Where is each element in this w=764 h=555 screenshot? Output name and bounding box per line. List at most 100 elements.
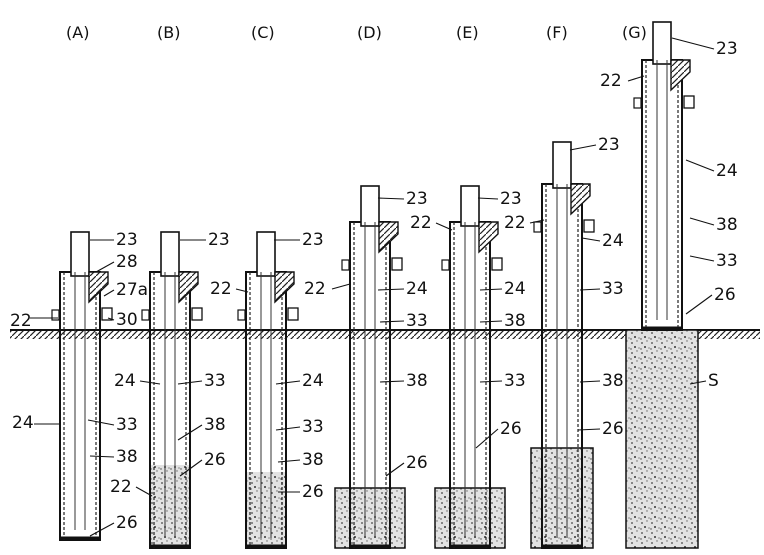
ref-24-b: 24 <box>114 371 136 391</box>
leader-line <box>95 261 115 273</box>
ref-26-a: 26 <box>116 513 138 533</box>
ref-33-g: 33 <box>716 251 738 271</box>
leader-line <box>671 37 715 50</box>
leader-line <box>179 459 203 477</box>
soil-fill <box>246 472 286 548</box>
ref-23-f: 23 <box>598 135 620 155</box>
side-lug <box>633 97 642 109</box>
pile-assembly-e <box>434 185 506 549</box>
soil-column <box>625 329 699 549</box>
side-lug <box>441 259 450 271</box>
panel-label-b: (B) <box>157 23 180 42</box>
ref-23-a: 23 <box>116 230 138 250</box>
ref-23-d: 23 <box>406 189 428 209</box>
leader-line <box>89 522 115 537</box>
ref-38-f: 38 <box>602 371 624 391</box>
leader-line <box>379 380 405 383</box>
clamp <box>683 95 695 109</box>
leader-line <box>235 288 249 293</box>
inner-pipe <box>652 21 672 65</box>
panel-label-c: (C) <box>251 23 275 42</box>
inner-pipe <box>160 231 180 277</box>
leader-line <box>579 288 601 291</box>
head-bracket <box>670 59 691 92</box>
head-bracket <box>378 221 399 254</box>
ref-33-c: 33 <box>302 417 324 437</box>
panel-label-a: (A) <box>66 23 89 42</box>
reference-labels: 23 28 27a 30 22 24 33 38 26 23 24 33 38 … <box>10 39 738 533</box>
panel-label-e: (E) <box>456 23 479 42</box>
ref-33-a: 33 <box>116 415 138 435</box>
ref-38-g: 38 <box>716 215 738 235</box>
ref-30-a: 30 <box>116 310 138 330</box>
ref-22-f: 22 <box>504 213 526 233</box>
ref-26-e: 26 <box>500 419 522 439</box>
ref-22-a: 22 <box>10 311 32 331</box>
leader-line <box>627 75 645 82</box>
leader-line <box>479 288 503 291</box>
leader-line <box>477 197 499 200</box>
ref-26-f: 26 <box>602 419 624 439</box>
leader-line <box>139 380 161 385</box>
side-lug <box>237 309 246 321</box>
ref-24-f: 24 <box>602 231 624 251</box>
panel-label-d: (D) <box>357 23 382 42</box>
leader-line <box>479 320 503 323</box>
head-bracket <box>478 221 499 254</box>
ref-23-e: 23 <box>500 189 522 209</box>
leader-line <box>385 462 405 477</box>
pile-assembly-c <box>237 231 299 549</box>
ref-33-b: 33 <box>204 371 226 391</box>
leader-line <box>435 222 453 231</box>
panel-labels: (A) (B) (C) (D) (E) (F) (G) <box>66 23 647 42</box>
inner-pipe <box>360 185 380 227</box>
ref-s-g: S <box>708 371 719 391</box>
ref-27a-a: 27a <box>116 280 148 300</box>
leader-line <box>685 294 713 315</box>
leader-line <box>577 428 601 431</box>
leader-line <box>581 237 601 242</box>
leader-line <box>379 320 405 323</box>
ref-38-d: 38 <box>406 371 428 391</box>
leader-lines <box>30 37 715 537</box>
leader-line <box>479 380 503 383</box>
soil-block <box>334 487 406 549</box>
clamp <box>391 257 403 271</box>
ref-33-f: 33 <box>602 279 624 299</box>
clamp <box>101 307 113 321</box>
ref-23-c: 23 <box>302 230 324 250</box>
leader-line <box>331 283 351 290</box>
ref-24-e: 24 <box>504 279 526 299</box>
leader-line <box>529 219 545 224</box>
leader-line <box>277 459 301 463</box>
head-bracket <box>274 271 295 304</box>
ref-24-a: 24 <box>12 413 34 433</box>
leader-line <box>275 426 301 431</box>
leader-line <box>107 317 115 321</box>
leader-line <box>103 289 115 297</box>
leader-line <box>377 288 405 291</box>
pile-assembly-a <box>51 231 113 541</box>
leader-line <box>689 380 707 385</box>
inner-pipe <box>460 185 480 227</box>
ref-38-c: 38 <box>302 450 324 470</box>
pile-assembly-b <box>141 231 203 549</box>
ref-26-g: 26 <box>714 285 736 305</box>
casing <box>641 59 683 331</box>
leader-line <box>177 424 203 441</box>
leader-line <box>135 486 153 497</box>
leader-line <box>689 255 715 262</box>
ref-33-d: 33 <box>406 311 428 331</box>
inner-pipe <box>256 231 276 277</box>
head-bracket <box>570 183 591 216</box>
ref-26-c: 26 <box>302 482 324 502</box>
panel-label-f: (F) <box>546 23 568 42</box>
side-lug <box>341 259 350 271</box>
ref-38-a: 38 <box>116 447 138 467</box>
leader-line <box>87 419 115 426</box>
ref-22-b: 22 <box>110 477 132 497</box>
ref-38-e: 38 <box>504 311 526 331</box>
ref-24-g: 24 <box>716 161 738 181</box>
leader-line <box>475 428 499 449</box>
